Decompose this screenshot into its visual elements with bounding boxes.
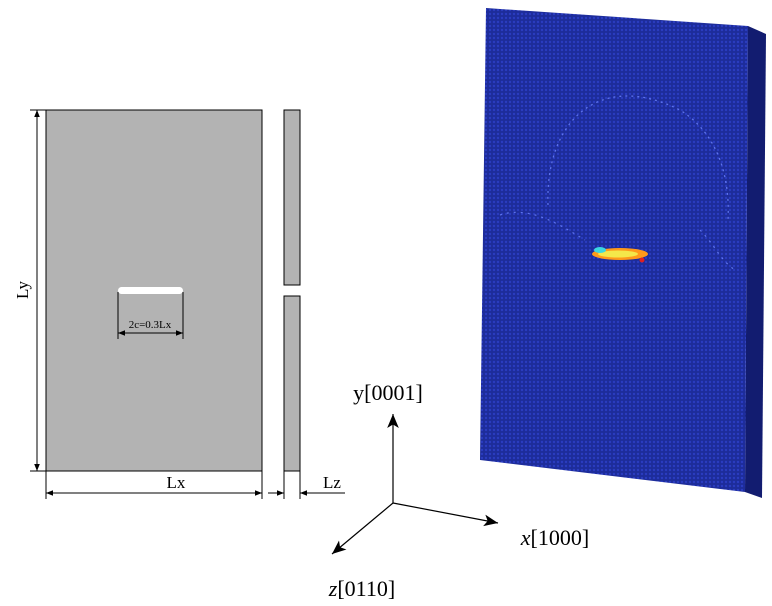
axis-index: [1000] <box>531 525 590 550</box>
axes <box>332 414 498 554</box>
axis-index: [0110] <box>337 576 395 601</box>
width-dimension <box>46 471 262 499</box>
y-axis-label: y[0001] <box>353 380 423 405</box>
height-dimension <box>30 110 46 471</box>
simulation-image <box>480 8 766 498</box>
z-axis-label: z[0110] <box>328 576 395 601</box>
crack-label: 2c=0.3Lx <box>129 319 172 331</box>
width-label: Lx <box>167 473 186 492</box>
axis-symbol: z <box>328 576 338 601</box>
thickness-label: Lz <box>323 473 341 492</box>
axis-symbol: y <box>353 380 364 405</box>
height-label: Ly <box>13 281 32 299</box>
axis-symbol: x <box>520 525 531 550</box>
side-lower <box>284 296 300 471</box>
x-axis-label: x[1000] <box>520 525 589 550</box>
axis-index: [0001] <box>364 380 423 405</box>
side-upper <box>284 110 300 285</box>
crack <box>118 287 183 294</box>
figure: 2c=0.3Lx Ly Lx Lz y[0001] x[1000] z[0110… <box>0 0 772 606</box>
